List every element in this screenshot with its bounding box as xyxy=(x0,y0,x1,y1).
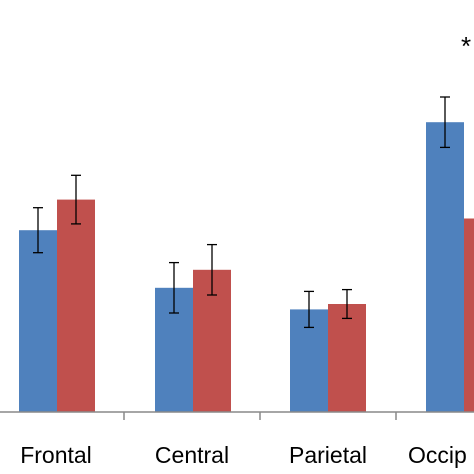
x-tick-label-occipital: Occip xyxy=(408,442,467,468)
error-bars-layer xyxy=(33,96,450,329)
bar-frontal-series-1 xyxy=(19,230,57,412)
error-bar-frontal-series-2 xyxy=(71,174,81,225)
error-bar-central-series-1 xyxy=(169,261,179,314)
error-bar-parietal-series-1 xyxy=(304,290,314,329)
bar-occipital-series-2 xyxy=(464,218,474,412)
bar-frontal-series-2 xyxy=(57,199,95,412)
error-bar-occipital-series-1 xyxy=(440,96,450,149)
x-axis-ticks xyxy=(123,412,397,420)
x-tick-label-frontal: Frontal xyxy=(20,442,92,468)
x-tick-label-parietal: Parietal xyxy=(289,442,367,468)
x-axis-tick-labels: Frontal Central Parietal Occip xyxy=(20,442,467,468)
bars-layer xyxy=(19,122,474,412)
x-tick-label-central: Central xyxy=(155,442,229,468)
error-bar-frontal-series-1 xyxy=(33,207,43,254)
error-bar-central-series-2 xyxy=(207,243,217,296)
error-bar-parietal-series-2 xyxy=(342,288,352,320)
significance-asterisk: * xyxy=(461,31,471,61)
bar-occipital-series-1 xyxy=(426,122,464,412)
bar-parietal-series-2 xyxy=(328,304,366,412)
